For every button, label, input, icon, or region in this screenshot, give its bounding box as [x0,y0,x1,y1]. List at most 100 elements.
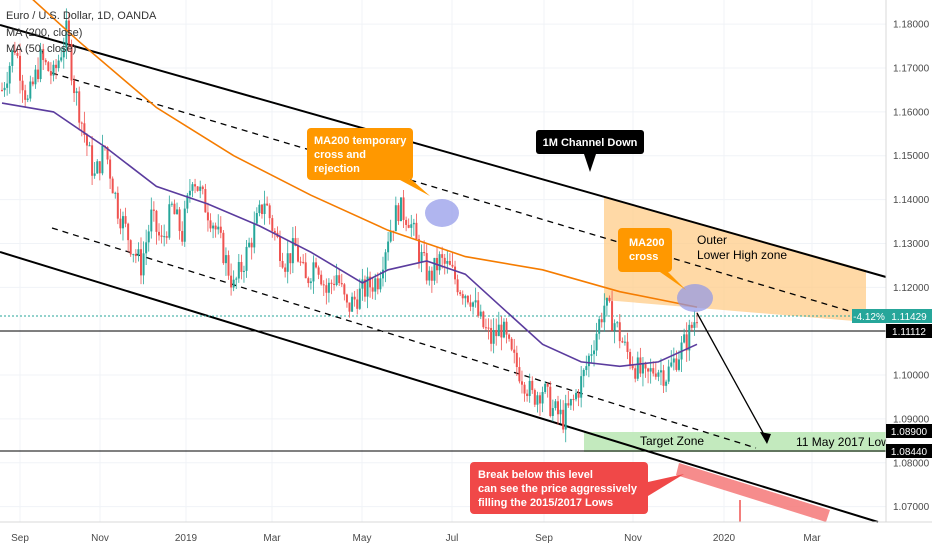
x-tick-label: 2020 [713,533,736,544]
candle-body [279,237,281,261]
candle-body [665,381,668,386]
candle-body [649,368,652,372]
channel-pointer [584,154,596,172]
candle-body [75,91,78,94]
candle-body [634,368,637,379]
candle-body [29,81,32,99]
candle-body [121,216,124,229]
candle-body [325,285,328,293]
candle-body [291,238,294,264]
candle-body [623,341,626,343]
level-3-text: 1.08440 [891,447,928,458]
candle-body [369,276,372,288]
x-tick-label: Nov [624,533,642,544]
candle-body [258,204,261,214]
candle-body [418,239,420,262]
candle-body [44,60,47,63]
candle-body [60,57,63,61]
candle-body [80,122,83,124]
ma200-cross-callout [618,228,672,272]
candle-body [572,399,575,401]
candle-body [227,255,230,276]
candle-body [423,252,426,254]
candle-body [425,253,428,281]
ma200-line [32,0,698,308]
target-zone-label: Target Zone [640,434,704,448]
candle-body [580,376,583,398]
candle-body [11,50,14,66]
candle-body [21,80,24,91]
candle-body [528,380,531,397]
candle-body [500,324,503,338]
candle-body [353,296,356,300]
candle-body [297,245,300,262]
candle-body [248,242,251,247]
candle-body [621,341,624,343]
candle-body [675,358,678,370]
candle-body [142,253,145,276]
candle-body [484,327,487,329]
outer-lh-text: Outer Lower High zone [697,233,787,262]
candle-body [302,261,305,263]
candle-body [412,222,415,225]
candle-body [55,64,58,69]
candle-body [515,352,518,368]
y-tick-label: 1.18000 [893,20,930,31]
candle-body [402,197,405,220]
candle-body [206,212,209,221]
candle-body [410,224,413,228]
candle-body [196,186,199,191]
candle-body [320,274,323,285]
candle-body [441,254,444,258]
candle-body [693,322,696,328]
candle-body [47,62,50,72]
candle-body [683,334,686,343]
candle-body [363,279,366,297]
candle-body [636,357,639,379]
candle-body [119,218,122,229]
candle-body [85,134,88,146]
ma-layer [1,0,698,368]
y-tick-label: 1.10000 [893,371,930,382]
candle-body [137,249,140,257]
price-axis-bg [886,0,932,550]
candle-body [24,90,27,100]
candle-body [448,260,451,265]
candle-body [451,264,454,267]
y-tick-label: 1.07000 [893,502,930,513]
candle-body [533,390,536,405]
candle-body [163,236,166,238]
candle-body [183,208,186,242]
candle-body [132,254,135,256]
candle-body [670,362,673,367]
candle-body [96,161,99,174]
break-zone-band [676,463,830,522]
candle-body [284,267,287,272]
candle-body [212,225,215,229]
candle-body [618,322,621,342]
current-price-tag [886,309,932,323]
candle-body [235,278,238,280]
candle-body [245,246,248,271]
candle-body [201,186,204,190]
candle-body [626,341,629,352]
candle-body [575,392,578,400]
candle-body [593,350,596,355]
may-low-label: 11 May 2017 Low [796,435,890,449]
candle-body [330,282,333,284]
candle-body [93,173,96,176]
candle-body [464,295,467,299]
candle-body [124,216,127,224]
channel-layer [0,24,887,523]
y-tick-label: 1.15000 [893,151,930,162]
candle-body [585,366,588,371]
level-1-text: 1.11112 [892,327,926,338]
ma200-cross-text: MA200 cross [629,237,668,263]
candle-body [456,279,459,293]
candle-body [608,297,611,302]
legend-layer: Euro / U.S. Dollar, 1D, OANDA MA (200, c… [6,10,157,55]
candle-body [477,300,480,316]
candle-body [224,255,227,264]
candle-body [273,230,276,233]
candle-body [407,224,410,228]
